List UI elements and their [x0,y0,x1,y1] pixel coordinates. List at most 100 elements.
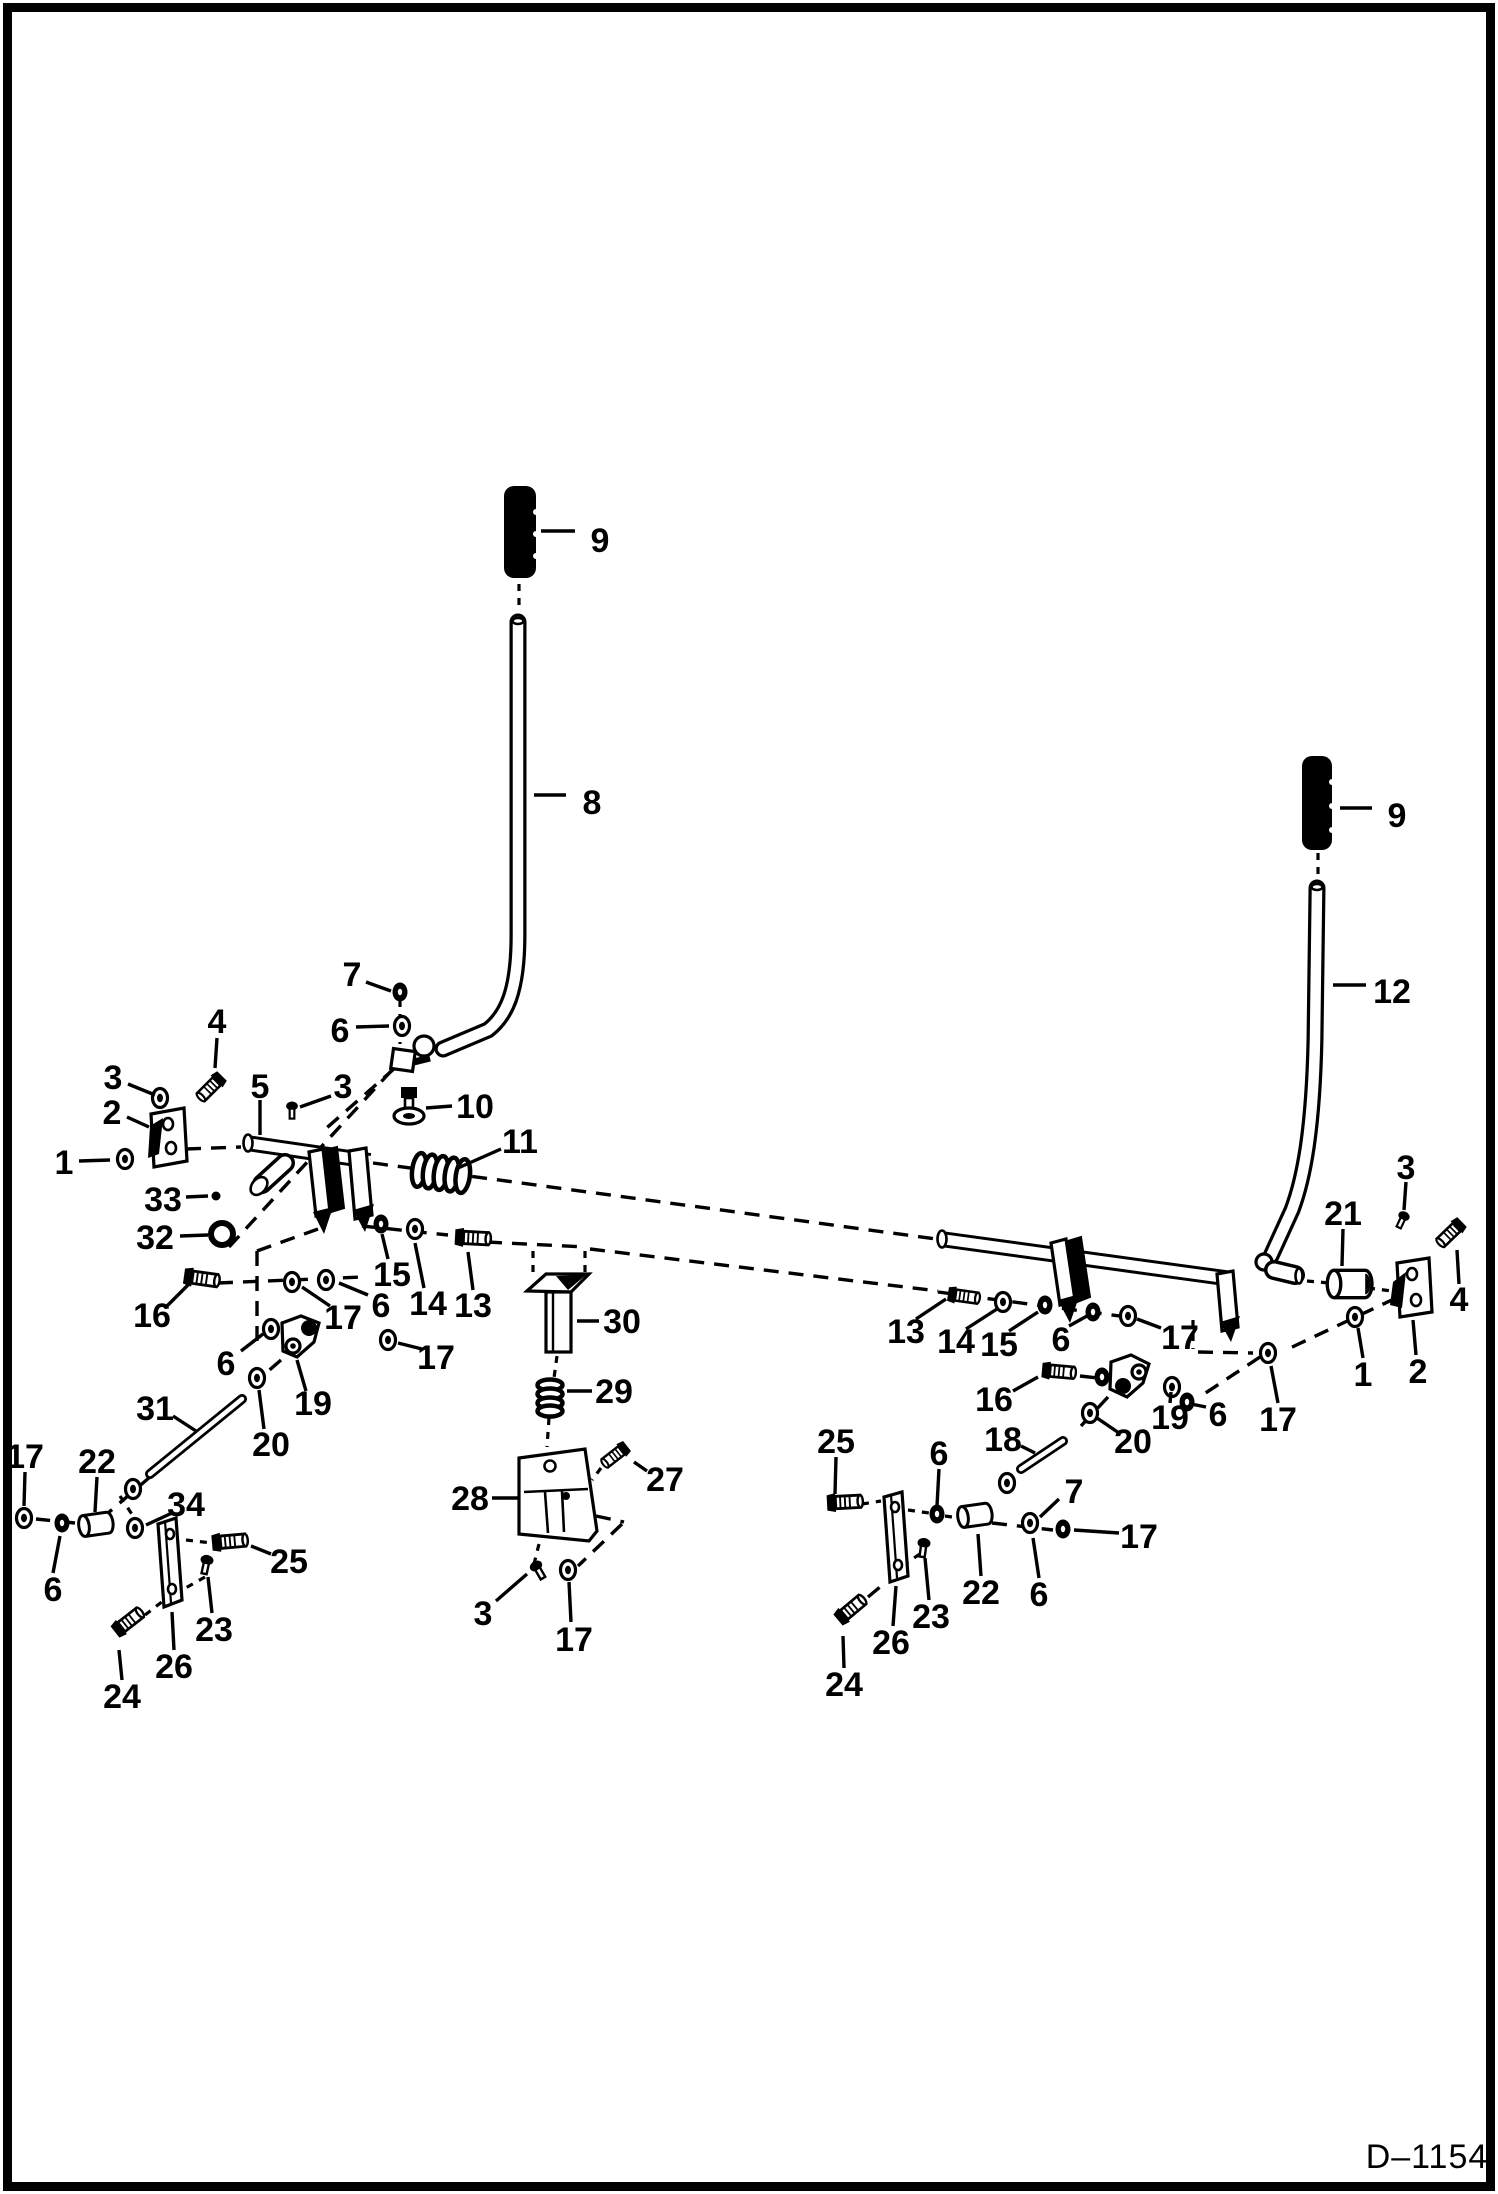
leader-line-1 [1356,1327,1365,1359]
leader-line-19 [295,1359,308,1392]
leader-line-3 [299,1094,332,1109]
callout-5: 5 [251,1068,270,1106]
plate-part-26-left [156,1515,184,1610]
callout-2: 2 [1409,1353,1428,1391]
leader-line-17 [567,1581,573,1623]
cross-shaft-right [936,1229,1240,1342]
callout-10: 10 [456,1088,494,1126]
lever-part-8 [388,613,527,1074]
leader-line-7 [1038,1497,1061,1519]
leader-line-25 [833,1456,838,1495]
callout-3: 3 [474,1595,493,1633]
washer-part [123,1477,143,1501]
washer-part [558,1558,578,1582]
leader-line-7 [365,980,392,993]
callout-6: 6 [372,1287,391,1325]
leader-line-14 [965,1307,998,1331]
callout-32: 32 [136,1219,174,1257]
leader-line-26 [170,1611,176,1651]
washer-part [150,1086,170,1110]
leader-line-16 [1012,1375,1039,1393]
leader-line-6 [239,1332,265,1353]
leader-line-24 [117,1649,124,1681]
callout-6: 6 [1209,1396,1228,1434]
leader-line-22 [976,1533,983,1577]
callout-7: 7 [1065,1473,1084,1511]
callout-14: 14 [937,1323,975,1361]
washer-part [1080,1401,1100,1425]
washer-part [125,1516,145,1540]
washer-part [392,1014,412,1038]
callout-6: 6 [930,1435,949,1473]
washer-part [1258,1341,1278,1365]
leader-line-10 [425,1104,453,1110]
leader-line-33 [185,1194,209,1199]
callout-8: 8 [583,784,602,822]
leader-line-3 [494,1572,529,1603]
callout-25: 25 [817,1423,855,1461]
nut-part [929,1504,945,1524]
callout-19: 19 [1151,1399,1189,1437]
washer-part [261,1317,281,1341]
washer-part [247,1366,267,1390]
bolt-part [597,1438,634,1473]
pin-part-33 [211,1191,221,1201]
leader-line-6 [1031,1537,1041,1579]
callout-17: 17 [324,1299,362,1337]
washer-part [14,1506,34,1530]
assembly-dashed-lines [35,584,1397,1617]
callout-6: 6 [217,1345,236,1383]
leader-line-24 [841,1635,846,1669]
callout-26: 26 [155,1648,193,1686]
callout-3: 3 [1397,1149,1416,1187]
leader-line-21 [1340,1228,1345,1267]
leader-line-4 [1455,1249,1461,1285]
nut-part [392,982,408,1002]
nut-part [1094,1367,1110,1387]
leader-line-2 [1411,1319,1418,1356]
bracket-part-28 [517,1447,599,1543]
bolt-part-10 [392,1087,426,1126]
bolt-part [830,1589,872,1629]
leader-line-13 [466,1251,475,1291]
washer-part [115,1147,135,1171]
washer-part [378,1328,398,1352]
leader-line-6 [338,1281,369,1297]
leader-line-17 [397,1341,423,1351]
leader-line-11 [457,1147,502,1170]
callout-16: 16 [975,1381,1013,1419]
leader-line-15 [380,1233,390,1260]
bolt-part [209,1528,251,1554]
bolt-part [191,1068,230,1107]
callout-29: 29 [595,1373,633,1411]
leader-line-15 [1008,1310,1039,1333]
callout-19: 19 [294,1385,332,1423]
callout-17: 17 [1259,1401,1297,1439]
figure-code: D–1154 [1366,2138,1489,2176]
callout-12: 12 [1373,973,1411,1011]
tube-part-30 [522,1272,593,1354]
callout-6: 6 [331,1012,350,1050]
callout-9: 9 [1388,797,1407,835]
leader-line-32 [179,1233,209,1238]
leader-line-16 [165,1281,192,1308]
callout-4: 4 [208,1003,227,1041]
leader-line-4 [213,1037,219,1069]
spring-part-11 [409,1150,473,1196]
nut-part [1037,1295,1053,1315]
leader-line-22 [93,1476,99,1513]
leader-line-13 [915,1297,947,1321]
plate-part-26-right [882,1489,910,1585]
grip-part-9-left [504,486,539,578]
callout-14: 14 [409,1285,447,1323]
callout-17: 17 [555,1621,593,1659]
callout-25: 25 [270,1543,308,1581]
bushing-part-21 [1325,1268,1374,1300]
callout-6: 6 [44,1571,63,1609]
callout-18: 18 [984,1421,1022,1459]
callout-6: 6 [1030,1576,1049,1614]
leader-line-26 [891,1585,898,1627]
leader-line-25 [250,1544,272,1556]
ring-part-32 [208,1220,236,1248]
